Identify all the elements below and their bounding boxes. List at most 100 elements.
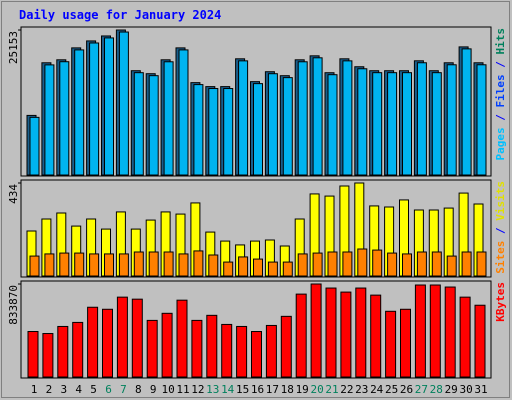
chart-title: Daily usage for January 2024 (19, 8, 221, 22)
side-label-part: KBytes (494, 282, 507, 322)
y-tick-label: 25153 (7, 31, 20, 64)
bar (57, 325, 69, 378)
bar (282, 261, 293, 277)
side-label-part: Visits (494, 181, 507, 221)
bar (238, 60, 249, 176)
x-tick-label: 23 (355, 383, 368, 396)
side-label-part: Pages (494, 127, 507, 160)
bar (27, 331, 39, 378)
bar (295, 293, 307, 378)
bar (372, 72, 383, 176)
bar (327, 251, 338, 277)
bar (444, 286, 456, 378)
x-tick-label: 28 (430, 383, 443, 396)
x-tick-label: 24 (370, 383, 384, 396)
x-tick-label: 3 (60, 383, 67, 396)
bar (72, 321, 84, 378)
bar (327, 74, 338, 176)
bar (357, 248, 368, 277)
bar (133, 251, 144, 277)
x-tick-label: 19 (296, 383, 309, 396)
bar (208, 88, 219, 176)
bar (342, 60, 353, 176)
bar (59, 252, 70, 277)
bar (118, 31, 129, 176)
bar (297, 253, 308, 277)
bar (340, 291, 352, 378)
bar (29, 116, 40, 176)
x-tick-label: 2 (46, 383, 53, 396)
bar (29, 255, 40, 277)
bar (297, 61, 308, 176)
bar (206, 314, 218, 378)
bar (208, 254, 219, 277)
bar (265, 324, 277, 378)
bar (342, 251, 353, 277)
x-tick-label: 30 (459, 383, 472, 396)
side-label-part: Files (494, 74, 507, 107)
x-tick-label: 31 (474, 383, 487, 396)
x-tick-label: 4 (75, 383, 82, 396)
bar (429, 284, 441, 378)
bar (402, 253, 412, 277)
bar (104, 253, 114, 277)
bar (476, 64, 487, 176)
x-tick-label: 25 (385, 383, 398, 396)
side-label-part: Sites (494, 241, 507, 274)
bar (385, 310, 397, 378)
x-tick-label: 7 (120, 383, 127, 396)
bar (461, 251, 472, 277)
bar (253, 258, 263, 277)
x-tick-label: 1 (31, 383, 38, 396)
side-label: Pages / Files / Hits (494, 28, 507, 161)
x-tick-label: 20 (310, 383, 323, 396)
x-tick-label: 9 (150, 383, 157, 396)
bar (42, 333, 54, 378)
bar (163, 61, 174, 176)
x-tick-label: 26 (400, 383, 413, 396)
bar (87, 306, 99, 378)
bar (161, 312, 173, 378)
side-label: Sites / Visits (494, 181, 507, 274)
bar (280, 315, 292, 378)
bar (355, 287, 367, 378)
bar (312, 252, 323, 277)
bar (446, 255, 457, 277)
bar (372, 249, 383, 277)
bar (370, 294, 382, 378)
bar (251, 331, 262, 378)
bar (74, 252, 85, 277)
bar (476, 251, 487, 277)
bar (59, 61, 70, 176)
side-label-part: / (494, 108, 507, 128)
bar (133, 72, 144, 176)
bar (118, 253, 129, 277)
bar (193, 250, 204, 277)
bar (223, 88, 234, 176)
bar (267, 261, 278, 277)
bar (89, 253, 100, 277)
bar (282, 77, 293, 176)
side-label-part: / (494, 221, 507, 241)
x-tick-label: 16 (251, 383, 264, 396)
bar (146, 319, 158, 378)
bar (310, 283, 322, 378)
bar (461, 48, 472, 176)
bar (387, 72, 398, 176)
bar (44, 253, 55, 277)
y-tick-label: 434 (7, 184, 20, 204)
x-tick-label: 21 (325, 383, 338, 396)
bar (163, 251, 174, 277)
bar (193, 84, 204, 176)
x-tick-label: 29 (445, 383, 458, 396)
bar (131, 298, 143, 378)
x-tick-label: 13 (206, 383, 219, 396)
bar (176, 299, 188, 378)
bar (191, 319, 203, 378)
bar (312, 57, 323, 176)
bar (325, 287, 337, 378)
bar (253, 83, 263, 176)
bar (459, 296, 471, 378)
